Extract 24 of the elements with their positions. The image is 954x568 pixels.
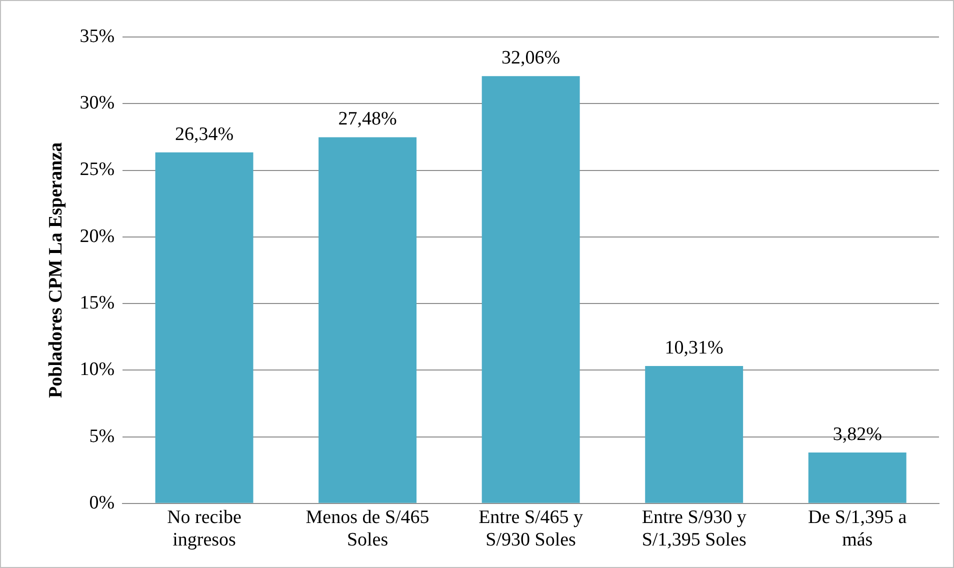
bar — [155, 152, 254, 503]
y-tick-label: 20% — [80, 226, 115, 247]
x-tick-label: Entre S/465 y S/930 Soles — [478, 506, 584, 551]
bar — [808, 452, 906, 503]
bar — [645, 366, 744, 503]
data-label: 32,06% — [502, 48, 560, 69]
x-tick-label: Menos de S/465 Soles — [306, 506, 430, 551]
y-tick-label: 5% — [89, 426, 115, 447]
y-tick-label: 10% — [80, 359, 115, 380]
x-tick-label: Entre S/930 y S/1,395 Soles — [642, 506, 747, 551]
bar — [482, 76, 580, 503]
y-tick-label: 35% — [80, 26, 115, 47]
y-tick-label: 30% — [80, 92, 115, 114]
x-tick-label: No recibe ingresos — [167, 506, 242, 551]
y-axis-title: Pobladores CPM La Esperanza — [45, 142, 66, 398]
data-label: 3,82% — [832, 424, 882, 445]
x-tick-label: De S/1,395 a más — [808, 506, 908, 551]
y-tick-label: 15% — [80, 292, 115, 314]
y-tick-label: 0% — [89, 492, 115, 514]
data-label: 26,34% — [174, 124, 234, 145]
bar — [318, 137, 417, 503]
data-label: 10,31% — [664, 337, 724, 358]
y-tick-label: 25% — [80, 159, 115, 180]
data-label: 27,48% — [338, 108, 397, 130]
